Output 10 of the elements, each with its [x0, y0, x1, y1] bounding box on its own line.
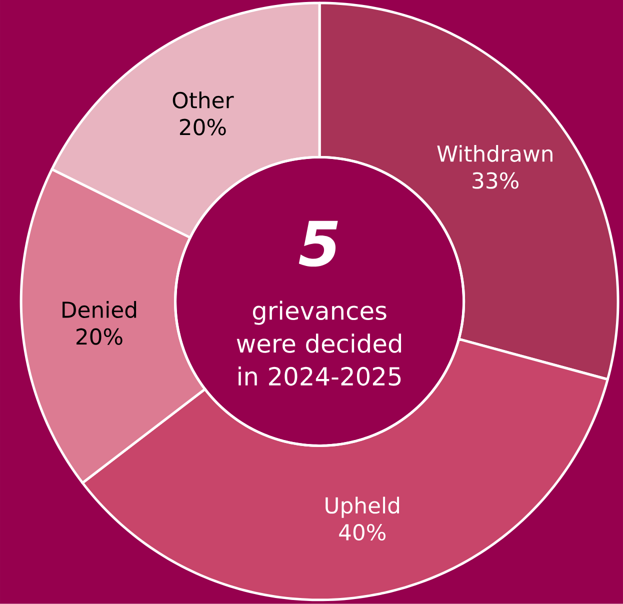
text: grievances were decided in 2024-2025	[236, 300, 402, 386]
slice-label: Other	[172, 92, 234, 109]
slice-label: Denied	[62, 301, 136, 318]
data-label: 20%	[180, 118, 226, 136]
text: 5	[298, 220, 338, 267]
data-label: 20%	[76, 328, 122, 345]
slice-label: Withdrawn	[437, 145, 552, 162]
data-label: 33%	[472, 172, 518, 189]
data-label: 40%	[339, 524, 386, 541]
slice-label: Upheld	[326, 496, 399, 518]
